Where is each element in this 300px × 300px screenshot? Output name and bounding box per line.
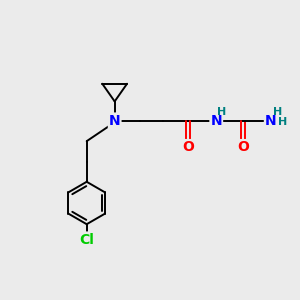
Text: N: N bbox=[265, 114, 277, 128]
Text: O: O bbox=[182, 140, 194, 154]
Text: Cl: Cl bbox=[79, 232, 94, 247]
Text: N: N bbox=[109, 114, 121, 128]
Text: N: N bbox=[210, 114, 222, 128]
Text: H: H bbox=[273, 107, 282, 117]
Text: H: H bbox=[217, 107, 226, 117]
Text: O: O bbox=[237, 140, 249, 154]
Text: H: H bbox=[278, 117, 287, 127]
